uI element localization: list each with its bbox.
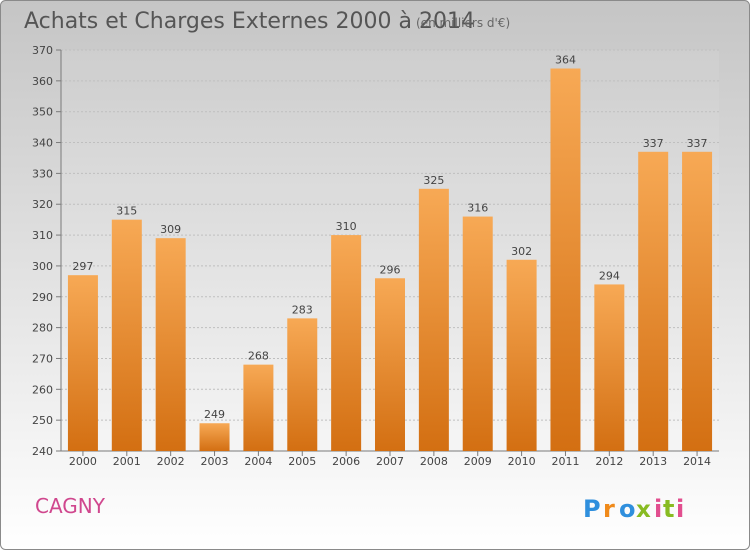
bar bbox=[111, 219, 142, 451]
x-axis-tick-label: 2002 bbox=[157, 455, 185, 468]
y-axis-tick-label: 340 bbox=[32, 137, 53, 150]
data-label: 309 bbox=[160, 223, 181, 236]
bar bbox=[594, 284, 625, 451]
y-axis-tick-label: 360 bbox=[32, 75, 53, 88]
data-label: 249 bbox=[204, 408, 225, 421]
y-axis-tick-label: 330 bbox=[32, 167, 53, 180]
data-label: 310 bbox=[336, 220, 357, 233]
proxiti-logo-letter: i bbox=[654, 495, 662, 523]
data-label: 315 bbox=[116, 205, 137, 218]
x-axis-tick-label: 2004 bbox=[244, 455, 272, 468]
x-axis-tick-label: 2006 bbox=[332, 455, 360, 468]
bar bbox=[243, 364, 274, 451]
x-axis-tick-label: 2001 bbox=[113, 455, 141, 468]
x-axis-tick-label: 2014 bbox=[683, 455, 711, 468]
bar bbox=[155, 238, 186, 451]
y-axis-tick-label: 350 bbox=[32, 106, 53, 119]
bar bbox=[506, 259, 537, 451]
x-axis-tick-label: 2011 bbox=[551, 455, 579, 468]
x-axis-tick-label: 2005 bbox=[288, 455, 316, 468]
data-label: 325 bbox=[423, 174, 444, 187]
y-axis-tick-label: 280 bbox=[32, 322, 53, 335]
x-axis-tick-label: 2003 bbox=[201, 455, 229, 468]
axis-layer: 240 250 260 270 280 290 300 310 320 330 340 350 360 3… bbox=[32, 44, 719, 468]
data-label: 296 bbox=[380, 263, 401, 276]
data-label: 297 bbox=[72, 260, 93, 273]
x-axis-tick-label: 2010 bbox=[508, 455, 536, 468]
proxiti-logo-letter: t bbox=[663, 495, 674, 523]
label-layer: 297 315 309 249 268 283 310 296 325 316 302 364 294 3… bbox=[72, 54, 707, 422]
data-label: 337 bbox=[687, 137, 708, 150]
y-axis-tick-label: 270 bbox=[32, 352, 53, 365]
bar bbox=[462, 216, 493, 451]
bar-layer bbox=[67, 68, 713, 452]
bar bbox=[67, 275, 98, 451]
bar bbox=[418, 188, 449, 452]
y-axis-tick-label: 370 bbox=[32, 44, 53, 57]
x-axis-tick-label: 2009 bbox=[464, 455, 492, 468]
data-label: 302 bbox=[511, 245, 532, 258]
data-label: 316 bbox=[467, 202, 488, 215]
commune-name: CAGNY bbox=[35, 494, 106, 518]
x-axis-tick-label: 2013 bbox=[639, 455, 667, 468]
y-axis-tick-label: 260 bbox=[32, 383, 53, 396]
x-axis-tick-label: 2000 bbox=[69, 455, 97, 468]
bar bbox=[638, 151, 669, 452]
data-label: 283 bbox=[292, 303, 313, 316]
data-label: 268 bbox=[248, 350, 269, 363]
y-axis-tick-label: 250 bbox=[32, 414, 53, 427]
bar bbox=[375, 278, 405, 451]
chart-subtitle: (en milliers d'€) bbox=[416, 16, 510, 30]
proxiti-logo-letter: r bbox=[603, 495, 615, 523]
bar bbox=[199, 423, 230, 451]
proxiti-logo-letter: P bbox=[583, 495, 601, 523]
proxiti-logo-letter: i bbox=[676, 495, 684, 523]
data-label: 294 bbox=[599, 269, 620, 282]
y-axis-tick-label: 300 bbox=[32, 260, 53, 273]
bar bbox=[331, 235, 362, 451]
proxiti-logo-letter: o bbox=[619, 495, 636, 523]
x-axis-tick-label: 2007 bbox=[376, 455, 404, 468]
y-axis-tick-label: 290 bbox=[32, 291, 53, 304]
title-group: Achats et Charges Externes 2000 à 2014 (… bbox=[24, 9, 510, 34]
chart-title: Achats et Charges Externes 2000 à 2014 bbox=[24, 9, 475, 34]
data-label: 337 bbox=[643, 137, 664, 150]
bar bbox=[550, 68, 581, 451]
y-axis-tick-label: 310 bbox=[32, 229, 53, 242]
data-label: 364 bbox=[555, 54, 576, 67]
x-axis-tick-label: 2012 bbox=[595, 455, 623, 468]
y-axis-tick-label: 240 bbox=[32, 445, 53, 458]
x-axis-tick-label: 2008 bbox=[420, 455, 448, 468]
proxiti-logo-letter: x bbox=[636, 497, 651, 523]
bar bbox=[287, 318, 318, 451]
y-axis-tick-label: 320 bbox=[32, 198, 53, 211]
bar bbox=[682, 151, 713, 452]
